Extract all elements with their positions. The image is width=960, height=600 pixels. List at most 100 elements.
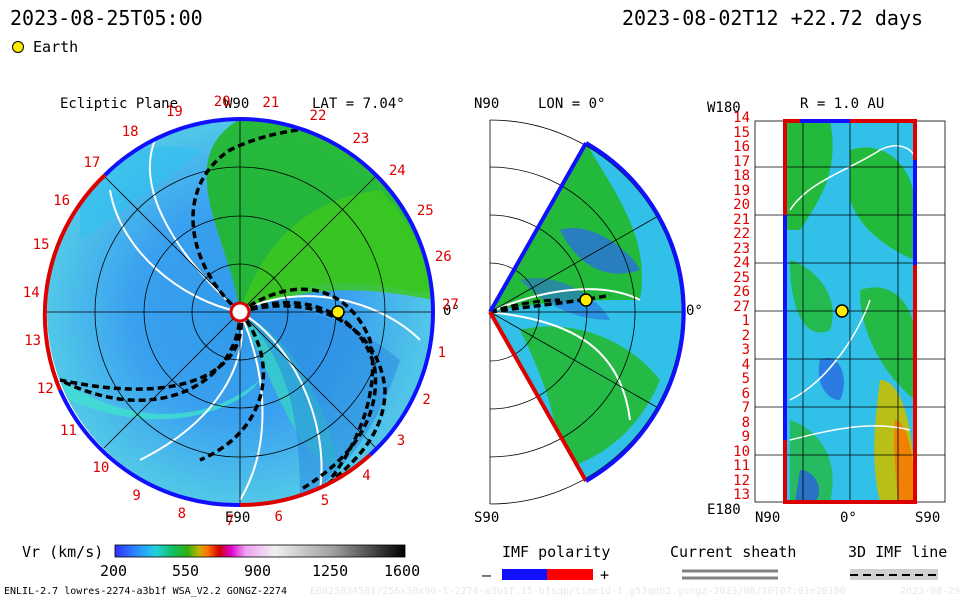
imf-polarity-title: IMF polarity — [502, 543, 611, 561]
ecliptic-top-label: W90 — [224, 96, 250, 112]
radial-row-tick-label: 22 — [733, 226, 750, 242]
radial-row-tick-label: 12 — [733, 472, 750, 489]
radial-row-tick-label: 9 — [741, 429, 750, 445]
radial-row-tick-label: 8 — [741, 414, 750, 431]
colorbar-tick: 900 — [244, 562, 272, 580]
earth-marker-icon — [835, 304, 849, 318]
carrington-tick-label: 15 — [32, 236, 50, 253]
carrington-tick-label: 25 — [416, 203, 434, 220]
carrington-tick-label: 4 — [362, 467, 371, 484]
meridional-bottom-label: S90 — [474, 510, 500, 526]
meridional-panel — [488, 119, 686, 505]
earth-marker-icon — [12, 41, 24, 53]
radial-row-tick-label: 24 — [733, 255, 750, 271]
colorbar-tick: 1250 — [312, 562, 349, 580]
left-timestamp: 2023-08-25T05:00 — [10, 6, 203, 30]
radial-bottom-left-label: E180 — [707, 502, 741, 518]
sun-icon — [229, 301, 251, 323]
colorbar-label: Vr (km/s) — [22, 543, 104, 561]
meridional-right-label: 0° — [686, 303, 703, 319]
carrington-tick-label: 2 — [422, 391, 431, 408]
radial-row-tick-label: 20 — [733, 197, 750, 213]
radial-row-tick-label: 14 — [733, 110, 750, 126]
carrington-tick-label: 3 — [396, 433, 406, 450]
carrington-tick-label: 12 — [36, 380, 54, 397]
current-sheath-title: Current sheath — [670, 543, 797, 561]
radial-row-tick-label: 1 — [741, 313, 750, 329]
radial-row-tick-label: 5 — [741, 371, 750, 387]
ecliptic-bottom-label: E90 — [225, 510, 251, 526]
carrington-tick-label: 1 — [437, 345, 447, 362]
carrington-tick-label: 11 — [59, 423, 77, 440]
imf-negative-swatch — [502, 569, 547, 580]
carrington-tick-label: 24 — [388, 163, 406, 180]
footer-right: 2023-08-29 — [900, 586, 960, 597]
earth-marker-icon — [579, 293, 593, 307]
earth-legend-label: Earth — [33, 38, 79, 56]
carrington-tick-label: 18 — [121, 124, 139, 141]
footer-center: E0825034501/256x30x90-1-2274-a3b1f.15-bf… — [310, 586, 846, 597]
colorbar — [114, 544, 406, 558]
radial-row-tick-label: 17 — [733, 153, 750, 170]
radial-row-tick-label: 11 — [733, 458, 750, 474]
right-timestamp: 2023-08-02T12 +22.72 days — [622, 6, 924, 30]
ecliptic-lat-label: LAT = 7.04° — [312, 96, 405, 112]
carrington-tick-label: 26 — [434, 248, 452, 265]
colorbar-tick: 200 — [100, 562, 128, 580]
radial-r-label: R = 1.0 AU — [800, 96, 885, 112]
imf3d-title: 3D IMF line — [848, 543, 948, 561]
imf-positive-swatch — [547, 569, 593, 580]
carrington-tick-label: 21 — [262, 95, 280, 112]
footer-left: ENLIL-2.7 lowres-2274-a3b1f WSA_V2.2 GON… — [4, 586, 287, 597]
ecliptic-right-label: 0° — [443, 303, 460, 319]
radial-row-tick-label: 23 — [733, 240, 750, 257]
radial-row-tick-label: 6 — [741, 385, 750, 402]
radial-row-tick-label: 3 — [741, 342, 750, 358]
meridional-lon-label: LON = 0° — [538, 96, 606, 112]
carrington-tick-label: 16 — [53, 192, 71, 209]
radial-bottom-s90: S90 — [915, 510, 941, 526]
carrington-tick-label: 17 — [83, 154, 101, 171]
polarity-ring — [42, 117, 436, 508]
radial-row-tick-label: 26 — [733, 284, 750, 300]
radial-row-tick-label: 16 — [733, 139, 750, 155]
current-sheath-lines — [59, 126, 387, 492]
carrington-tick-label: 20 — [213, 93, 231, 110]
radial-top-left-label: W180 — [707, 100, 741, 116]
carrington-tick-label: 27 — [441, 296, 459, 313]
carrington-tick-label: 23 — [352, 130, 370, 147]
earth-marker-icon — [331, 305, 345, 319]
carrington-tick-label: 6 — [274, 508, 283, 525]
imf-plus-label: + — [600, 566, 610, 584]
ecliptic-panel — [42, 117, 436, 508]
radial-row-tick-label: 25 — [733, 269, 750, 286]
radial-row-tick-label: 18 — [733, 168, 750, 184]
radial-row-tick-label: 21 — [733, 211, 750, 228]
radial-row-tick-label: 7 — [741, 400, 750, 416]
ecliptic-title: Ecliptic Plane — [60, 96, 179, 112]
colorbar-tick: 1600 — [384, 562, 421, 580]
radial-bottom-0: 0° — [840, 510, 857, 526]
carrington-tick-label: 14 — [22, 284, 40, 301]
radial-row-tick-label: 2 — [741, 327, 750, 344]
colorbar-tick: 550 — [172, 562, 200, 580]
carrington-tick-label: 8 — [177, 505, 187, 522]
earth-legend: Earth — [12, 38, 78, 56]
radial-row-tick-label: 19 — [733, 182, 750, 199]
meridional-top-label: N90 — [474, 96, 500, 112]
carrington-tick-label: 19 — [165, 103, 183, 120]
carrington-tick-label: 5 — [320, 493, 330, 510]
carrington-tick-label: 9 — [132, 487, 141, 504]
carrington-tick-label: 10 — [92, 459, 110, 476]
radial-bottom-n90: N90 — [755, 510, 781, 526]
radial-row-tick-label: 4 — [741, 356, 750, 373]
imf-minus-label: – — [482, 566, 492, 584]
radial-row-tick-label: 15 — [733, 124, 750, 141]
radial-panel — [754, 119, 946, 504]
carrington-tick-label: 22 — [309, 107, 327, 124]
radial-row-tick-label: 10 — [733, 443, 750, 460]
radial-row-tick-label: 27 — [733, 298, 750, 315]
radial-row-tick-label: 13 — [733, 487, 750, 503]
carrington-tick-label: 13 — [24, 333, 42, 350]
